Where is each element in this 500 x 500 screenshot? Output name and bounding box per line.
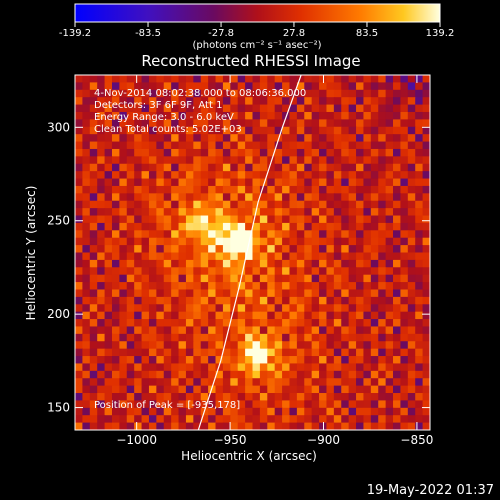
chart-title: Reconstructed RHESSI Image [141, 52, 360, 70]
colorbar-tick-label: 139.2 [426, 28, 455, 39]
colorbar-tick-label: -27.8 [208, 28, 234, 39]
heatmap-image [75, 75, 430, 430]
colorbar-tick-label: 27.8 [283, 28, 305, 39]
colorbar-tick-label: -83.5 [135, 28, 161, 39]
solar-limb-line [197, 75, 302, 430]
date-stamp: 19-May-2022 01:37 [367, 483, 494, 498]
annotation-line: Detectors: 3F 6F 9F, Att 1 [94, 100, 222, 111]
annotation-block: 4-Nov-2014 08:02:38.000 to 08:06:36.000D… [94, 88, 306, 135]
x-tick-label: −1000 [116, 433, 157, 447]
annotation-line: 4-Nov-2014 08:02:38.000 to 08:06:36.000 [94, 88, 306, 99]
colorbar-tick-label: 83.5 [356, 28, 378, 39]
annotation-line: Clean Total counts: 5.02E+03 [94, 124, 242, 135]
y-tick-label: 250 [47, 214, 70, 228]
x-tick-label: −950 [214, 433, 247, 447]
x-tick-label: −900 [307, 433, 340, 447]
annotation-line: Energy Range: 3.0 - 6.0 keV [94, 112, 234, 123]
colorbar [74, 3, 441, 23]
colorbar-ticks: -139.2 -83.5 -27.8 27.8 83.5 139.2 [59, 22, 454, 39]
colorbar-unit-label: (photons cm⁻² s⁻¹ asec⁻²) [192, 40, 321, 51]
y-tick-label: 300 [47, 120, 70, 134]
y-tick-label: 200 [47, 307, 70, 321]
x-tick-label: −850 [400, 433, 433, 447]
peak-position-label: Position of Peak = [-935,178] [94, 400, 240, 411]
y-tick-label: 150 [47, 401, 70, 415]
y-axis-ticks: 150 200 250 300 [47, 120, 430, 415]
x-axis-label: Heliocentric X (arcsec) [181, 449, 317, 463]
colorbar-tick-label: -139.2 [59, 28, 91, 39]
plot-frame [74, 74, 431, 431]
x-axis-ticks: −1000 −950 −900 −850 [116, 75, 433, 447]
y-axis-label: Heliocentric Y (arcsec) [24, 186, 38, 321]
